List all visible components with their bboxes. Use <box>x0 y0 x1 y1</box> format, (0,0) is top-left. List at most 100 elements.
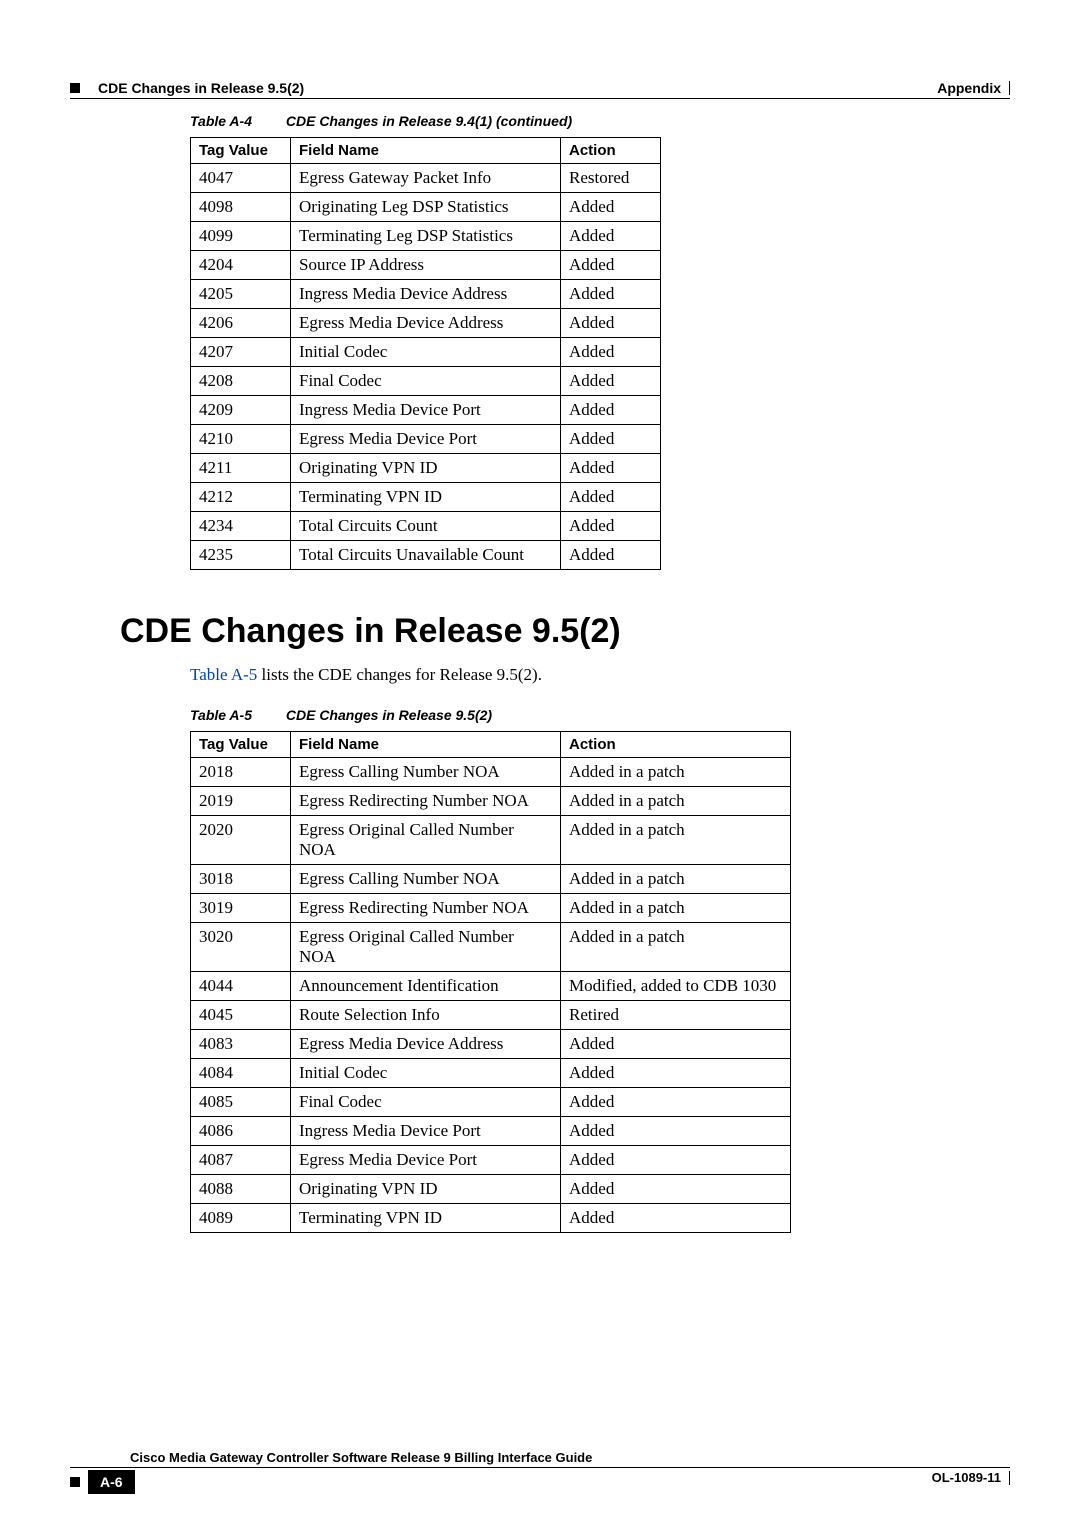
page-header: CDE Changes in Release 9.5(2) Appendix <box>70 80 1010 99</box>
cell: Added in a patch <box>561 758 791 787</box>
cell: Modified, added to CDB 1030 <box>561 972 791 1001</box>
col-header: Action <box>561 732 791 758</box>
cell: Egress Media Device Address <box>291 309 561 338</box>
cell: Added <box>561 1030 791 1059</box>
cell: Retired <box>561 1001 791 1030</box>
cell: 4045 <box>191 1001 291 1030</box>
cell: Added in a patch <box>561 865 791 894</box>
cell: Originating Leg DSP Statistics <box>291 193 561 222</box>
cell: Egress Gateway Packet Info <box>291 164 561 193</box>
divider-icon <box>1009 1471 1010 1485</box>
footer-left: A-6 <box>70 1470 135 1494</box>
footer-right: OL-1089-11 <box>932 1470 1010 1485</box>
header-left-label: CDE Changes in Release 9.5(2) <box>98 80 304 96</box>
table-row: 2018Egress Calling Number NOAAdded in a … <box>191 758 791 787</box>
col-header: Tag Value <box>191 732 291 758</box>
table-row: 4209Ingress Media Device PortAdded <box>191 396 661 425</box>
cell: Originating VPN ID <box>291 1175 561 1204</box>
table-row: 4083Egress Media Device AddressAdded <box>191 1030 791 1059</box>
table-a4: Tag Value Field Name Action 4047Egress G… <box>190 137 661 570</box>
table-row: 4044Announcement IdentificationModified,… <box>191 972 791 1001</box>
col-header: Field Name <box>291 138 561 164</box>
table-row: 4087Egress Media Device PortAdded <box>191 1146 791 1175</box>
table-row: 3020Egress Original Called Number NOAAdd… <box>191 923 791 972</box>
cell: 4207 <box>191 338 291 367</box>
table-a4-caption: Table A-4 CDE Changes in Release 9.4(1) … <box>190 113 1010 129</box>
cell: 4085 <box>191 1088 291 1117</box>
table-row: 4208Final CodecAdded <box>191 367 661 396</box>
cell: Egress Redirecting Number NOA <box>291 894 561 923</box>
table-row: 4088Originating VPN IDAdded <box>191 1175 791 1204</box>
cell: 4204 <box>191 251 291 280</box>
book-title: Cisco Media Gateway Controller Software … <box>130 1450 1010 1465</box>
cell: Egress Calling Number NOA <box>291 865 561 894</box>
cell: 4210 <box>191 425 291 454</box>
section-heading: CDE Changes in Release 9.5(2) <box>120 612 1010 651</box>
cell: 2018 <box>191 758 291 787</box>
intro-rest: lists the CDE changes for Release 9.5(2)… <box>257 665 542 684</box>
cell: 4087 <box>191 1146 291 1175</box>
cell: Added in a patch <box>561 894 791 923</box>
cell: 4206 <box>191 309 291 338</box>
header-right: Appendix <box>937 80 1010 96</box>
cell: 4044 <box>191 972 291 1001</box>
cell: Announcement Identification <box>291 972 561 1001</box>
cell: Added <box>561 1059 791 1088</box>
cell: 3020 <box>191 923 291 972</box>
table-a5: Tag Value Field Name Action 2018Egress C… <box>190 731 791 1233</box>
table-row: 3018Egress Calling Number NOAAdded in a … <box>191 865 791 894</box>
cell: Initial Codec <box>291 1059 561 1088</box>
col-header: Field Name <box>291 732 561 758</box>
cell: 4098 <box>191 193 291 222</box>
table-row: Tag Value Field Name Action <box>191 138 661 164</box>
cell: Ingress Media Device Port <box>291 396 561 425</box>
cell: Added <box>561 367 661 396</box>
cell: Added <box>561 251 661 280</box>
cell: Ingress Media Device Port <box>291 1117 561 1146</box>
table-row: 4211Originating VPN IDAdded <box>191 454 661 483</box>
cell: 3018 <box>191 865 291 894</box>
cell: 4089 <box>191 1204 291 1233</box>
table-row: 4235Total Circuits Unavailable CountAdde… <box>191 541 661 570</box>
table-row: 4098Originating Leg DSP StatisticsAdded <box>191 193 661 222</box>
square-icon <box>70 83 80 93</box>
cell: Ingress Media Device Address <box>291 280 561 309</box>
table-row: 4234Total Circuits CountAdded <box>191 512 661 541</box>
table-row: 4045Route Selection InfoRetired <box>191 1001 791 1030</box>
cell: Added <box>561 512 661 541</box>
page-footer: Cisco Media Gateway Controller Software … <box>70 1450 1010 1494</box>
col-header: Tag Value <box>191 138 291 164</box>
square-icon <box>70 1477 80 1487</box>
cell: Added <box>561 483 661 512</box>
table-row: 4099Terminating Leg DSP StatisticsAdded <box>191 222 661 251</box>
cell: Source IP Address <box>291 251 561 280</box>
intro-text: Table A-5 lists the CDE changes for Rele… <box>190 665 1010 685</box>
cell: Added <box>561 1146 791 1175</box>
cell: Added in a patch <box>561 923 791 972</box>
cell: 4086 <box>191 1117 291 1146</box>
cell: 4084 <box>191 1059 291 1088</box>
cell: 2020 <box>191 816 291 865</box>
table-link[interactable]: Table A-5 <box>190 665 257 684</box>
cell: Added <box>561 396 661 425</box>
cell: Added <box>561 222 661 251</box>
table-row: 4047Egress Gateway Packet InfoRestored <box>191 164 661 193</box>
cell: Egress Original Called Number NOA <box>291 816 561 865</box>
table-row: 2019Egress Redirecting Number NOAAdded i… <box>191 787 791 816</box>
cell: 4088 <box>191 1175 291 1204</box>
table-row: 4205Ingress Media Device AddressAdded <box>191 280 661 309</box>
cell: 2019 <box>191 787 291 816</box>
cell: 4209 <box>191 396 291 425</box>
cell: Originating VPN ID <box>291 454 561 483</box>
cell: Added <box>561 1088 791 1117</box>
footer-line: A-6 OL-1089-11 <box>70 1467 1010 1494</box>
cell: Final Codec <box>291 367 561 396</box>
col-header: Action <box>561 138 661 164</box>
doc-id: OL-1089-11 <box>932 1470 1001 1485</box>
cell: Terminating Leg DSP Statistics <box>291 222 561 251</box>
cell: 4047 <box>191 164 291 193</box>
content-area: Table A-4 CDE Changes in Release 9.4(1) … <box>120 113 1010 1233</box>
table-row: 4084Initial CodecAdded <box>191 1059 791 1088</box>
cell: 4099 <box>191 222 291 251</box>
table-row: 3019Egress Redirecting Number NOAAdded i… <box>191 894 791 923</box>
